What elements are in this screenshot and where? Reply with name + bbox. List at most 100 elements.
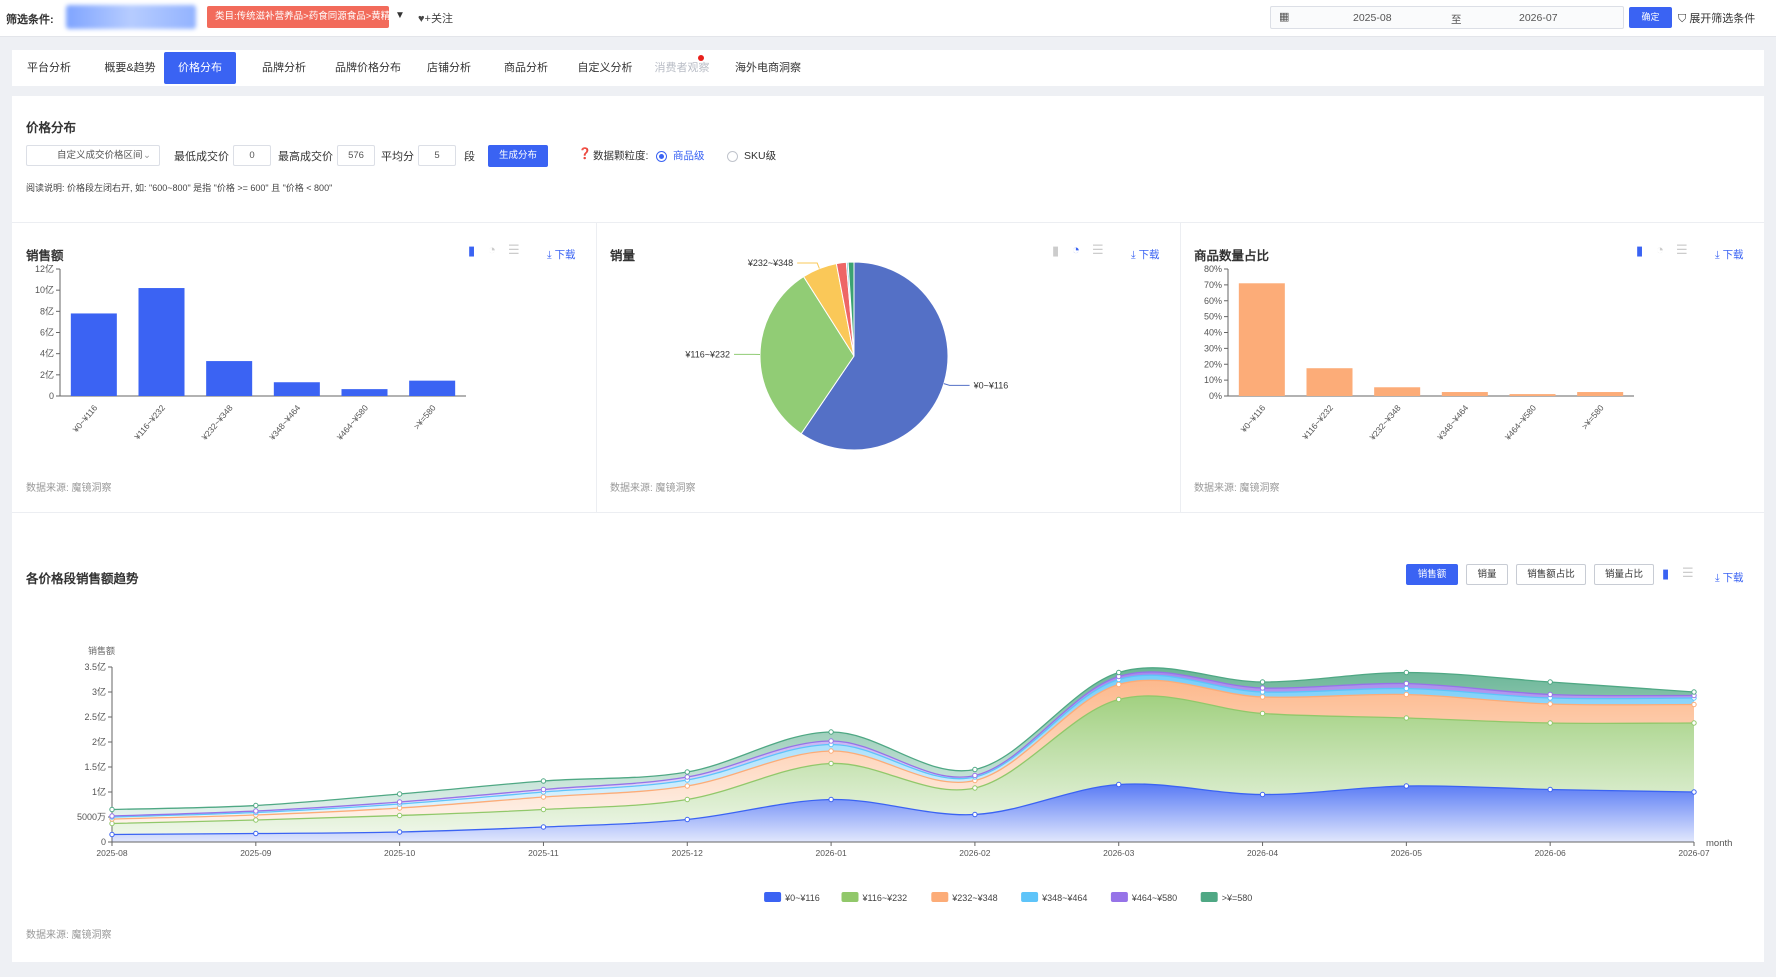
- download-label: 下载: [1138, 249, 1160, 261]
- data-point: [1547, 786, 1553, 793]
- bar-chart-icon[interactable]: ▮: [1662, 566, 1670, 581]
- data-point: [109, 820, 115, 827]
- bar-chart-icon[interactable]: ▮: [1636, 243, 1644, 258]
- data-point: [1116, 696, 1122, 703]
- legend-swatch: [764, 892, 782, 902]
- data-point: [1259, 710, 1266, 717]
- sales-bar-chart-plot: 0 2亿 4亿 6亿 8亿 10亿 12亿 ¥0~¥116 ¥116~¥232 ¥232~¥348…: [35, 263, 466, 443]
- tab-price-dist[interactable]: 价格分布: [164, 52, 236, 84]
- range-select[interactable]: 自定义成交价格区间 ⌄: [26, 145, 160, 166]
- min-price-input[interactable]: 0: [233, 145, 271, 166]
- help-icon[interactable]: ❓: [578, 148, 592, 160]
- analysis-tabs: 平台分析 概要&趋势 价格分布 品牌分析 品牌价格分布 店铺分析 商品分析 自定…: [12, 50, 1764, 86]
- product-level-label[interactable]: 商品级: [673, 150, 705, 162]
- tab-brand[interactable]: 品牌分析: [262, 62, 306, 74]
- tab-custom[interactable]: 自定义分析: [577, 62, 633, 74]
- data-point: [684, 816, 690, 823]
- y-tick-label: 8亿: [40, 305, 54, 316]
- pie-chart-icon[interactable]: ◔: [1072, 242, 1080, 257]
- caret-down-icon[interactable]: ▼: [395, 10, 405, 21]
- expand-filter-button[interactable]: ⛉ 展开筛选条件: [1678, 10, 1755, 26]
- table-icon[interactable]: ☰: [1676, 242, 1688, 257]
- avg-label: 平均分: [381, 151, 414, 163]
- reading-note: 阅读说明: 价格段左闭右开, 如: "600~800" 是指 "价格 >= 60…: [26, 183, 333, 193]
- metric-sales-share-button[interactable]: 销售额占比: [1516, 564, 1586, 585]
- bar: [70, 313, 117, 396]
- data-point: [1691, 720, 1697, 726]
- segments-input[interactable]: 5: [418, 145, 456, 166]
- series-line: [111, 671, 1695, 817]
- bar-chart-icon[interactable]: ▮: [1052, 243, 1060, 258]
- pie-chart-icon[interactable]: ◔: [488, 242, 496, 257]
- data-point: [828, 760, 834, 767]
- date-range-picker[interactable]: ▦ 2025-08 至 2026-07: [1270, 6, 1624, 29]
- metric-sales-button[interactable]: 销售额: [1406, 564, 1458, 585]
- date-end[interactable]: 2026-07: [1519, 12, 1558, 24]
- download-button[interactable]: ⤓ 下载: [1715, 249, 1744, 261]
- tab-platform[interactable]: 平台分析: [27, 62, 71, 74]
- bar: [1238, 283, 1285, 396]
- x-tick-label: 2026-04: [1247, 848, 1278, 858]
- y-tick-label: 5000万: [77, 812, 106, 822]
- y-tick-label: 10%: [1204, 375, 1222, 385]
- bar: [1306, 368, 1353, 396]
- x-tick-label: 2025-09: [240, 848, 271, 858]
- x-tick-label: ¥348~¥464: [1435, 403, 1471, 443]
- segments-unit: 段: [464, 151, 475, 163]
- data-point: [540, 794, 547, 800]
- category-tag[interactable]: 类目:传统滋补营养品>药食同源食品>黄精: [207, 6, 389, 28]
- series-line: [111, 674, 1695, 818]
- data-point: [1691, 701, 1697, 708]
- bar: [1441, 392, 1488, 396]
- legend-label: ¥0~¥116: [784, 893, 820, 903]
- x-tick-label: ¥464~¥580: [1502, 403, 1538, 443]
- data-point: [253, 802, 259, 809]
- y-tick-label: 40%: [1204, 328, 1222, 338]
- legend-label: ¥232~¥348: [951, 893, 997, 903]
- data-point: [828, 748, 834, 754]
- tab-shop[interactable]: 店铺分析: [427, 62, 471, 74]
- radio-sku-level[interactable]: [727, 151, 738, 162]
- metric-volume-share-button[interactable]: 销量占比: [1594, 564, 1654, 585]
- download-button[interactable]: ⤓ 下载: [1131, 249, 1160, 261]
- bar: [1509, 394, 1556, 396]
- data-point: [540, 824, 547, 830]
- tab-overview[interactable]: 概要&趋势: [104, 62, 156, 74]
- pie-label: ¥0~¥116: [973, 380, 1009, 390]
- max-price-input[interactable]: 576: [337, 145, 375, 166]
- tab-product[interactable]: 商品分析: [504, 62, 548, 74]
- tab-brand-price[interactable]: 品牌价格分布: [335, 62, 401, 74]
- y-tick-label: 80%: [1204, 264, 1222, 274]
- table-icon[interactable]: ☰: [1092, 242, 1104, 257]
- radio-product-level[interactable]: [656, 151, 667, 162]
- pie-chart-icon[interactable]: ◔: [1656, 242, 1664, 257]
- y-tick-label: 6亿: [40, 327, 54, 338]
- legend-label: ¥348~¥464: [1041, 893, 1087, 903]
- range-select-value: 自定义成交价格区间: [57, 150, 143, 161]
- tab-overseas[interactable]: 海外电商洞察: [735, 62, 801, 74]
- blurred-filter-value[interactable]: [66, 5, 196, 29]
- sku-level-label[interactable]: SKU级: [744, 150, 777, 162]
- generate-button[interactable]: 生成分布: [488, 145, 548, 167]
- table-icon[interactable]: ☰: [1682, 565, 1694, 580]
- x-tick-label: >¥=580: [1579, 403, 1605, 432]
- y-tick-label: 50%: [1204, 312, 1222, 322]
- confirm-button[interactable]: 确定: [1629, 7, 1672, 28]
- bar-chart-icon[interactable]: ▮: [468, 243, 476, 258]
- y-tick-label: 1亿: [92, 786, 106, 797]
- date-start[interactable]: 2025-08: [1353, 12, 1392, 24]
- download-button[interactable]: ⤓ 下载: [547, 249, 576, 261]
- y-tick-label: 0: [49, 391, 54, 401]
- y-tick-label: 70%: [1204, 280, 1222, 290]
- tab-consumer[interactable]: 消费者观察: [654, 62, 710, 74]
- follow-button[interactable]: ♥+关注: [418, 10, 453, 26]
- y-tick-label: 12亿: [35, 263, 54, 274]
- x-tick-label: ¥116~¥232: [1300, 403, 1336, 443]
- metric-volume-button[interactable]: 销量: [1466, 564, 1508, 585]
- download-button[interactable]: ⤓ 下载: [1715, 572, 1744, 584]
- trend-chart-title: 各价格段销售额趋势: [26, 572, 139, 586]
- table-icon[interactable]: ☰: [508, 242, 520, 257]
- data-point: [396, 812, 403, 819]
- x-tick-label: 2026-07: [1678, 848, 1709, 858]
- pie-slice: [847, 261, 855, 357]
